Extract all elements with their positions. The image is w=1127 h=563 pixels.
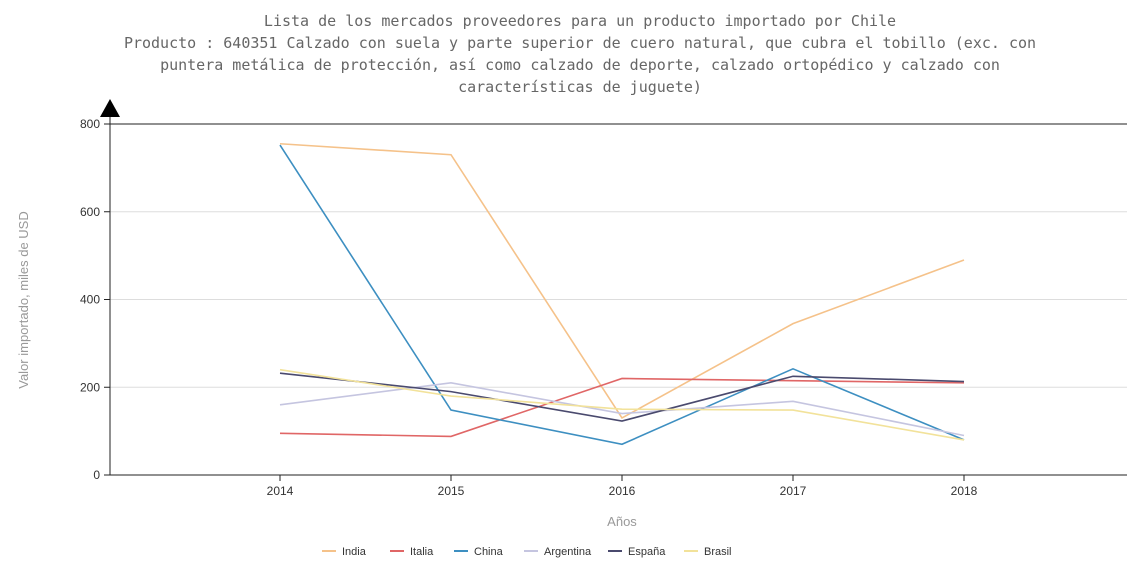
series-line-china [279, 144, 965, 446]
x-axis-title: Años [607, 514, 637, 529]
series-line-argentina [279, 382, 965, 437]
axes [100, 99, 1127, 476]
legend-item: Italia [390, 546, 434, 558]
chart-title-line-3: puntera metálica de protección, así como… [160, 56, 1000, 74]
y-tick-label: 600 [80, 205, 100, 219]
series [279, 142, 965, 446]
y-tick-label: 400 [80, 293, 100, 307]
legend-label: Argentina [544, 546, 592, 558]
y-tick-label: 200 [80, 380, 100, 394]
series-line-brasil [279, 368, 965, 441]
legend-label: India [342, 546, 367, 558]
x-tick-label: 2018 [951, 484, 978, 498]
legend-label: China [474, 546, 504, 558]
legend-item: Argentina [524, 546, 592, 558]
legend-item: China [454, 546, 504, 558]
series-line-italia [279, 377, 965, 438]
chart-title: Lista de los mercados proveedores para u… [124, 12, 1036, 96]
y-tick-label: 800 [80, 117, 100, 131]
chart-title-line-2: Producto : 640351 Calzado con suela y pa… [124, 34, 1036, 52]
y-axis-arrow-icon [100, 99, 120, 117]
x-tick-label: 2015 [438, 484, 465, 498]
x-axis-ticks: 2014 2015 2016 2017 2018 [267, 475, 978, 498]
series-line-india [279, 142, 965, 420]
x-tick-label: 2014 [267, 484, 294, 498]
y-axis-ticks: 0 200 400 600 800 [80, 117, 110, 482]
legend-label: Brasil [704, 546, 732, 558]
chart-title-line-1: Lista de los mercados proveedores para u… [264, 12, 896, 30]
legend-item: Brasil [684, 546, 732, 558]
series-line-espa-a [279, 372, 965, 422]
legend-label: Italia [410, 546, 434, 558]
x-tick-label: 2016 [609, 484, 636, 498]
legend: India Italia China Argentina España Brasil [322, 546, 732, 558]
legend-label: España [628, 546, 666, 558]
x-tick-label: 2017 [780, 484, 807, 498]
chart-title-line-4: características de juguete) [458, 78, 702, 96]
legend-item: España [608, 546, 666, 558]
y-axis-title: Valor importado, miles de USD [16, 211, 31, 389]
y-tick-label: 0 [93, 468, 100, 482]
legend-item: India [322, 546, 367, 558]
gridlines [110, 211, 1127, 388]
